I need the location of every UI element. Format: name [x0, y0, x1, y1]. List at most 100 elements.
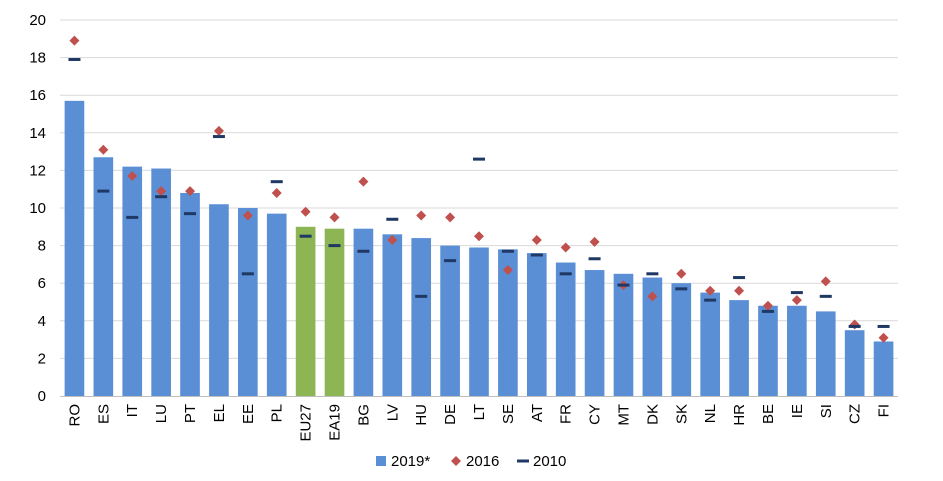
- x-tick-label-hu: HU: [413, 404, 430, 426]
- x-tick-label-de: DE: [442, 404, 459, 425]
- marker-2010-dk: [646, 272, 659, 276]
- x-tick-label-se: SE: [500, 404, 517, 424]
- marker-2010-sk: [675, 287, 688, 291]
- marker-2016-ea19: [329, 212, 340, 223]
- bar-2019-de: [440, 245, 460, 396]
- y-tick-label-8: 8: [38, 238, 46, 255]
- marker-2010-es: [97, 189, 110, 193]
- x-tick-label-be: BE: [760, 404, 777, 424]
- marker-2016-nl: [705, 285, 716, 296]
- marker-2010-lv: [386, 217, 399, 221]
- marker-2010-pl: [270, 180, 283, 184]
- marker-2016-bg: [358, 176, 369, 187]
- marker-2010-eu27: [299, 234, 312, 238]
- x-tick-label-ee: EE: [240, 404, 257, 424]
- y-tick-label-0: 0: [38, 388, 46, 405]
- x-tick-label-el: EL: [211, 404, 228, 422]
- x-tick-label-pt: PT: [182, 404, 199, 423]
- marker-2016-ro: [69, 35, 80, 46]
- x-tick-label-cz: CZ: [847, 404, 864, 424]
- x-tick-label-ro: RO: [66, 404, 83, 427]
- bar-2019-pt: [180, 192, 200, 396]
- marker-2010-ee: [241, 272, 254, 276]
- marker-2010-si: [819, 294, 832, 298]
- x-tick-label-hr: HR: [731, 404, 748, 426]
- marker-2016-si: [820, 276, 831, 287]
- marker-2016-it: [127, 171, 138, 182]
- marker-2016-eu27: [300, 206, 311, 217]
- marker-2016-pl: [271, 187, 282, 198]
- marker-2010-de: [444, 259, 457, 263]
- bar-2019-lu: [151, 168, 171, 396]
- bar-2019-fr: [555, 262, 576, 396]
- marker-2016-hr: [734, 285, 745, 296]
- marker-2010-cz: [848, 324, 861, 328]
- marker-2010-pt: [184, 212, 197, 216]
- x-tick-label-fr: FR: [558, 404, 575, 424]
- marker-2016-pt: [185, 186, 196, 197]
- series-2010-markers: [68, 57, 890, 328]
- bar-2019-lt: [469, 247, 489, 396]
- bar-2019-ee: [238, 208, 258, 396]
- marker-2010-fi: [877, 324, 890, 328]
- marker-2010-mt: [617, 283, 630, 287]
- x-tick-label-at: AT: [529, 404, 546, 422]
- marker-2016-sk: [676, 268, 687, 279]
- y-tick-label-12: 12: [29, 162, 46, 179]
- x-tick-label-lu: LU: [153, 404, 170, 423]
- marker-2016-ee: [242, 210, 253, 221]
- marker-2010-el: [212, 135, 225, 139]
- bar-2019-lv: [382, 234, 403, 396]
- marker-2016-lv: [387, 234, 398, 245]
- bar-2019-se: [498, 249, 518, 396]
- x-tick-label-fi: FI: [876, 404, 893, 417]
- marker-2016-lu: [156, 186, 167, 197]
- marker-2010-it: [126, 215, 139, 219]
- marker-2016-cy: [589, 236, 600, 247]
- legend-symbol-2010: [517, 459, 529, 463]
- marker-2016-fr: [560, 242, 571, 253]
- x-tick-label-it: IT: [124, 404, 141, 417]
- marker-2010-at: [530, 253, 543, 257]
- x-tick-label-pl: PL: [269, 404, 286, 422]
- x-tick-label-dk: DK: [644, 404, 661, 425]
- bar-2019-mt: [613, 273, 634, 396]
- bar-2019-es: [93, 157, 114, 396]
- marker-2010-nl: [704, 298, 717, 302]
- marker-2010-cy: [588, 257, 601, 261]
- x-tick-label-mt: MT: [615, 404, 632, 426]
- marker-2010-be: [761, 309, 774, 313]
- bar-2019-cy: [584, 270, 605, 396]
- legend-symbol-2016: [451, 456, 461, 466]
- marker-2016-se: [502, 265, 513, 276]
- marker-2010-lu: [155, 195, 168, 199]
- y-tick-label-14: 14: [29, 125, 46, 142]
- bar-2019-sk: [671, 283, 692, 396]
- x-tick-label-sk: SK: [673, 404, 690, 424]
- marker-2010-ie: [790, 291, 803, 295]
- marker-2016-lt: [474, 231, 484, 242]
- x-tick-label-es: ES: [95, 404, 112, 424]
- marker-2010-se: [501, 249, 514, 253]
- x-tick-label-lv: LV: [384, 404, 401, 421]
- bar-2019-cz: [844, 330, 865, 396]
- marker-2010-lt: [473, 157, 485, 161]
- x-tick-label-lt: LT: [471, 404, 488, 420]
- legend-symbol-2019-: [376, 456, 386, 466]
- legend-label-2010: 2010: [533, 453, 566, 470]
- x-tick-label-nl: NL: [702, 404, 719, 423]
- bar-2019-si: [815, 311, 836, 396]
- bar-2019-ie: [787, 305, 807, 396]
- bar-2019-pl: [266, 213, 287, 396]
- bar-2019-at: [526, 253, 547, 396]
- marker-2016-at: [531, 234, 542, 245]
- y-tick-label-20: 20: [29, 12, 46, 29]
- x-axis-ticks: RO ES IT LU PT EL EE PL EU27 EA19 BG LV HU DE LT SE AT FR…: [66, 404, 892, 442]
- x-tick-label-bg: BG: [355, 404, 372, 426]
- x-tick-label-ea19: EA19: [327, 404, 344, 441]
- series-2016-markers: [69, 35, 889, 343]
- marker-2010-ea19: [328, 244, 341, 248]
- marker-2016-es: [98, 144, 109, 155]
- bar-2019-hu: [411, 238, 432, 396]
